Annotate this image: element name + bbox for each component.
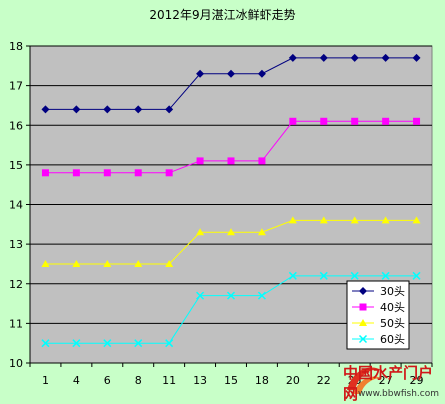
data-point [382, 117, 390, 125]
legend-swatch-marker [359, 303, 367, 311]
series-layer [41, 53, 421, 348]
data-point [412, 216, 421, 224]
data-point [227, 157, 235, 165]
data-point [41, 169, 49, 177]
data-point [103, 259, 112, 267]
x-tick-label: 29 [410, 374, 424, 387]
data-point [350, 53, 359, 62]
data-point [320, 117, 328, 125]
y-tick-label: 11 [9, 317, 23, 330]
x-tick-label: 27 [379, 374, 393, 387]
data-point [288, 53, 297, 62]
data-point [72, 169, 80, 177]
y-tick-label: 10 [9, 357, 23, 370]
legend-label: 50头 [380, 317, 405, 330]
grid-lines [30, 45, 432, 364]
data-point [134, 105, 143, 114]
legend-label: 40头 [380, 301, 405, 314]
data-point [72, 105, 81, 114]
watermark-logo: 中国水产门户网 www.bbwfish.com [343, 360, 441, 403]
series-3 [41, 271, 421, 348]
data-point [413, 117, 421, 125]
y-tick-label: 17 [9, 80, 23, 93]
data-point [289, 117, 297, 125]
legend-label: 30头 [380, 285, 405, 298]
data-point [412, 53, 421, 62]
data-point [41, 259, 50, 267]
data-point [165, 169, 173, 177]
axes: 1011121314151617181468111315182022252729 [9, 40, 433, 387]
data-point [351, 117, 359, 125]
x-tick-label: 11 [162, 374, 176, 387]
series-2 [41, 216, 421, 267]
chart-title: 2012年9月湛江冰鲜虾走势 [149, 8, 296, 22]
legend-swatch-marker [359, 287, 367, 295]
series-1 [41, 117, 421, 177]
data-point [350, 271, 359, 280]
x-tick-label: 18 [255, 374, 269, 387]
data-point [196, 157, 204, 165]
data-point [103, 169, 111, 177]
swoosh-icon [347, 367, 381, 394]
data-point [41, 105, 50, 114]
data-point [72, 259, 81, 267]
data-point [196, 291, 205, 300]
legend-swatch-marker [359, 319, 367, 326]
watermark-url: www.bbwfish.com [357, 389, 439, 399]
data-point [72, 339, 81, 348]
data-point [134, 259, 143, 267]
y-tick-label: 15 [9, 159, 23, 172]
data-point [381, 271, 390, 280]
data-point [319, 216, 328, 224]
data-point [227, 69, 235, 78]
data-point [319, 53, 328, 62]
x-tick-label: 1 [42, 374, 49, 387]
legend: 30头 40头 50头 60头 [346, 280, 410, 350]
data-point [319, 271, 328, 280]
x-tick-label: 22 [317, 374, 331, 387]
y-tick-label: 14 [9, 199, 23, 212]
data-point [196, 69, 205, 78]
data-point [257, 291, 266, 300]
data-point [257, 69, 266, 78]
data-point [103, 339, 112, 348]
data-point [165, 105, 174, 114]
data-point [134, 339, 143, 348]
data-point [381, 53, 390, 62]
x-tick-label: 6 [104, 374, 111, 387]
legend-label: 60头 [380, 333, 405, 346]
y-tick-label: 18 [9, 40, 23, 53]
legend-swatch-marker [358, 334, 368, 344]
data-point [350, 216, 359, 224]
x-tick-label: 4 [73, 374, 80, 387]
series-0 [41, 53, 421, 114]
data-point [165, 339, 174, 348]
data-point [257, 228, 266, 236]
x-tick-label: 8 [135, 374, 142, 387]
data-point [226, 291, 236, 300]
data-point [227, 228, 235, 236]
data-point [165, 259, 174, 267]
y-tick-label: 13 [9, 238, 23, 251]
data-point [258, 157, 266, 165]
data-point [103, 105, 112, 114]
legend-box [346, 280, 410, 350]
x-tick-label: 20 [286, 374, 300, 387]
x-tick-label: 15 [224, 374, 238, 387]
data-point [41, 339, 50, 348]
x-tick-label: 13 [193, 374, 207, 387]
data-point [196, 228, 205, 236]
y-tick-label: 12 [9, 278, 23, 291]
watermark-text: 中国水产门户网 [343, 364, 434, 403]
data-point [381, 216, 390, 224]
y-tick-label: 16 [9, 119, 23, 132]
data-point [134, 169, 142, 177]
data-point [288, 216, 297, 224]
data-point [288, 271, 297, 280]
data-point [412, 271, 421, 280]
